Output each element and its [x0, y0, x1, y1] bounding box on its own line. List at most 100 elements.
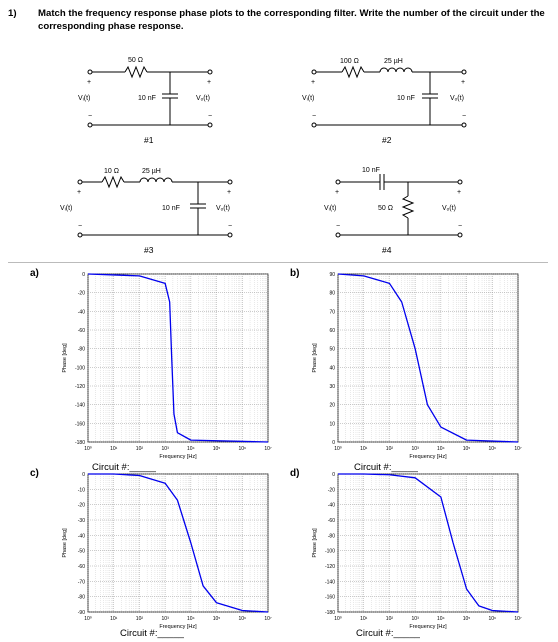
question-body: Match the frequency response phase plots…: [38, 8, 545, 32]
phase-plot-d: 10⁰ 10¹ 10² 10³ 10⁴ 10⁵ 10⁶ 10⁷ 0 -20 -40 -60 -80 -10…: [312, 472, 522, 630]
svg-text:−: −: [312, 113, 316, 120]
circuit-2-vin: Vᵢ(t): [302, 95, 314, 102]
plot-b-letter: b): [290, 268, 300, 279]
y-tick-label: 0: [332, 472, 335, 478]
x-tick-label: 10⁵: [463, 446, 471, 452]
circuit-2-l: 25 µH: [384, 58, 403, 65]
y-axis-label: Phase [deg]: [312, 528, 318, 558]
x-tick-label: 10³: [162, 616, 170, 622]
circuit-4: + − + − 10 nF 50 Ω Vᵢ(t) Vₒ(t) #4: [320, 160, 500, 265]
circuit-4-c: 10 nF: [362, 167, 380, 174]
y-tick-label: -60: [78, 328, 85, 334]
y-axis-label: Phase [deg]: [62, 343, 68, 373]
svg-text:−: −: [336, 223, 340, 230]
plot-d-answer: Circuit #:_____: [356, 628, 420, 639]
y-tick-label: -120: [75, 384, 85, 390]
circuit-4-r: 50 Ω: [378, 205, 393, 212]
svg-text:+: +: [335, 189, 339, 196]
x-tick-label: 10⁷: [514, 616, 522, 622]
y-tick-label: 10: [329, 421, 335, 427]
x-tick-label: 10²: [386, 616, 394, 622]
x-tick-label: 10⁶: [238, 446, 246, 452]
x-tick-label: 10⁶: [488, 446, 496, 452]
plot-frame: [87, 473, 269, 613]
y-tick-label: -120: [325, 564, 335, 570]
circuit-1-c: 10 nF: [138, 95, 156, 102]
y-tick-label: -180: [325, 610, 335, 616]
y-tick-label: -140: [325, 579, 335, 585]
x-tick-label: 10¹: [110, 446, 118, 452]
x-tick-label: 10¹: [110, 616, 118, 622]
plot-c-letter: c): [30, 468, 39, 479]
x-tick-label: 10⁴: [437, 616, 445, 622]
y-tick-label: -30: [78, 518, 85, 524]
x-tick-label: 10⁶: [488, 616, 496, 622]
circuit-3-id: #3: [144, 245, 154, 255]
y-tick-label: -60: [78, 564, 85, 570]
x-tick-label: 10⁰: [334, 446, 342, 452]
svg-text:−: −: [78, 223, 82, 230]
y-tick-label: -80: [78, 595, 85, 601]
y-tick-label: -70: [78, 579, 85, 585]
x-tick-label: 10²: [136, 446, 144, 452]
y-tick-label: -160: [75, 421, 85, 427]
circuit-3-vin: Vᵢ(t): [60, 205, 72, 212]
circuit-3: + − + − 10 Ω 25 µH 10 nF Vᵢ(t) Vₒ(t) #3: [60, 160, 260, 265]
y-tick-label: 60: [329, 328, 335, 334]
circuit-1-r: 50 Ω: [128, 57, 143, 64]
y-tick-label: 0: [332, 440, 335, 446]
x-tick-label: 10⁵: [213, 616, 221, 622]
plot-frame: [337, 473, 519, 613]
svg-text:−: −: [88, 113, 92, 120]
plot-frame: [87, 273, 269, 443]
x-axis-label: Frequency [Hz]: [159, 454, 197, 460]
circuit-1-id: #1: [144, 135, 154, 145]
svg-text:+: +: [311, 79, 315, 86]
svg-text:+: +: [77, 189, 81, 196]
y-tick-label: -90: [78, 610, 85, 616]
phase-plot-c: 10⁰ 10¹ 10² 10³ 10⁴ 10⁵ 10⁶ 10⁷ 0 -10 -20 -30 -40 -50…: [62, 472, 272, 630]
x-tick-label: 10¹: [360, 446, 368, 452]
x-tick-label: 10⁴: [187, 616, 195, 622]
y-axis-label: Phase [deg]: [312, 343, 318, 373]
y-tick-label: 90: [329, 272, 335, 278]
y-tick-label: -100: [325, 549, 335, 555]
x-tick-label: 10⁰: [84, 446, 92, 452]
circuit-4-vout: Vₒ(t): [442, 205, 456, 212]
question-text: 1) Match the frequency response phase pl…: [8, 8, 548, 33]
y-tick-label: -50: [78, 549, 85, 555]
circuit-4-id: #4: [382, 245, 392, 255]
circuit-2: + − + − 100 Ω 25 µH 10 nF Vᵢ(t) Vₒ(t) #2: [300, 50, 500, 155]
plot-c-answer: Circuit #:_____: [120, 628, 184, 639]
phase-plot-a: 10⁰ 10¹ 10² 10³ 10⁴ 10⁵ 10⁶ 10⁷ 0 -20 -40 -60 -80 -10…: [62, 272, 272, 460]
circuit-1: + − + − 50 Ω 10 nF Vᵢ(t) Vₒ(t) #1: [70, 50, 250, 155]
y-tick-label: 20: [329, 403, 335, 409]
circuit-1-vin: Vᵢ(t): [78, 95, 90, 102]
plot-d-letter: d): [290, 468, 300, 479]
divider: [8, 262, 548, 263]
svg-text:+: +: [461, 79, 465, 86]
plot-a-letter: a): [30, 268, 39, 279]
y-tick-label: -80: [78, 347, 85, 353]
y-tick-label: -140: [75, 403, 85, 409]
svg-text:−: −: [228, 223, 232, 230]
y-tick-label: -20: [78, 503, 85, 509]
question-number: 1): [8, 8, 17, 19]
y-tick-label: -40: [78, 309, 85, 315]
circuit-2-id: #2: [382, 135, 392, 145]
circuit-2-vout: Vₒ(t): [450, 95, 464, 102]
y-tick-label: 0: [82, 272, 85, 278]
phase-plot-b: 10⁰ 10¹ 10² 10³ 10⁴ 10⁵ 10⁶ 10⁷ 90 80 70 60 50 40 30 20…: [312, 272, 522, 460]
circuit-2-r: 100 Ω: [340, 58, 359, 65]
x-tick-label: 10³: [412, 616, 420, 622]
phase-curve: [88, 473, 269, 613]
svg-text:+: +: [87, 79, 91, 86]
circuit-3-r: 10 Ω: [104, 168, 119, 175]
x-tick-label: 10³: [162, 446, 170, 452]
circuit-3-l: 25 µH: [142, 168, 161, 175]
x-tick-label: 10⁰: [334, 616, 342, 622]
y-tick-label: -20: [328, 487, 335, 493]
circuit-3-vout: Vₒ(t): [216, 205, 230, 212]
phase-curve: [87, 273, 269, 443]
y-tick-label: 30: [329, 384, 335, 390]
